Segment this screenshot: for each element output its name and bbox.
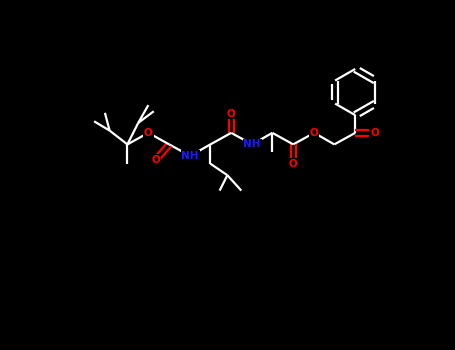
Text: O: O	[227, 108, 236, 119]
Text: O: O	[370, 128, 379, 138]
Text: O: O	[152, 155, 161, 165]
Text: O: O	[310, 128, 318, 138]
Text: O: O	[144, 128, 153, 138]
Text: NH: NH	[243, 139, 261, 149]
Text: NH: NH	[182, 151, 199, 161]
Text: O: O	[289, 159, 298, 169]
